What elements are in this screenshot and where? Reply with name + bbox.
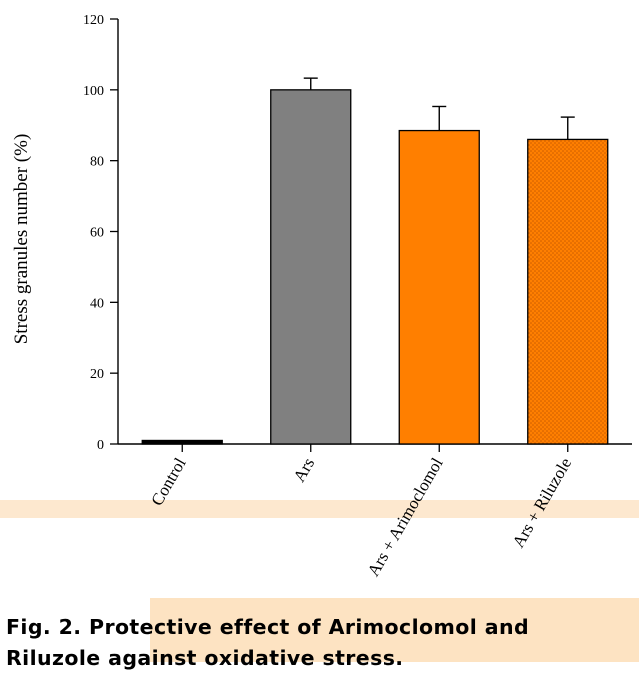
- y-tick-label: 100: [83, 84, 104, 99]
- y-tick-label: 120: [83, 13, 104, 28]
- y-tick-label: 40: [90, 296, 104, 311]
- caption-line-2: Riluzole against oxidative stress.: [6, 646, 404, 670]
- y-tick-label: 80: [90, 155, 104, 170]
- bar: [141, 439, 223, 445]
- y-tick-label: 0: [97, 438, 104, 453]
- figure-caption: Fig. 2. Protective effect of Arimoclomol…: [6, 612, 636, 674]
- bar: [527, 138, 609, 445]
- error-bars: [303, 77, 575, 140]
- y-axis-label: Stress granules number (%): [11, 134, 32, 345]
- bar: [398, 129, 480, 445]
- x-tick-label: Ars: [289, 455, 318, 486]
- watermark: [0, 500, 639, 662]
- bars: [141, 89, 609, 445]
- watermark-band-top: [0, 500, 639, 518]
- caption-line-1: Fig. 2. Protective effect of Arimoclomol…: [6, 615, 530, 639]
- watermark-band-bottom: [150, 598, 639, 662]
- y-tick-label: 60: [90, 226, 104, 241]
- bar: [270, 89, 352, 445]
- y-tick-label: 20: [90, 367, 104, 382]
